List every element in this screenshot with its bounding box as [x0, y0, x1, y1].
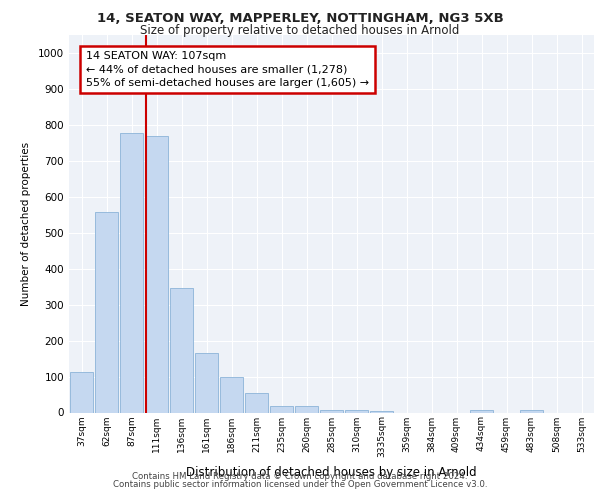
Bar	[70, 372, 93, 412]
Text: Contains HM Land Registry data © Crown copyright and database right 2024.: Contains HM Land Registry data © Crown c…	[132, 472, 468, 481]
Bar	[520, 410, 543, 412]
Text: Size of property relative to detached houses in Arnold: Size of property relative to detached ho…	[140, 24, 460, 37]
Text: 14, SEATON WAY, MAPPERLEY, NOTTINGHAM, NG3 5XB: 14, SEATON WAY, MAPPERLEY, NOTTINGHAM, N…	[97, 12, 503, 26]
Bar	[220, 378, 243, 412]
Bar	[295, 406, 318, 412]
Bar	[270, 406, 293, 412]
Bar	[195, 353, 218, 412]
Bar	[145, 136, 168, 412]
Bar	[120, 133, 143, 412]
Bar	[345, 410, 368, 412]
X-axis label: Distribution of detached houses by size in Arnold: Distribution of detached houses by size …	[186, 466, 477, 478]
Bar	[245, 392, 268, 412]
Text: Contains public sector information licensed under the Open Government Licence v3: Contains public sector information licen…	[113, 480, 487, 489]
Bar	[470, 410, 493, 412]
Y-axis label: Number of detached properties: Number of detached properties	[21, 142, 31, 306]
Bar	[170, 288, 193, 412]
Bar	[95, 212, 118, 412]
Bar	[320, 410, 343, 412]
Bar	[370, 410, 393, 412]
Text: 14 SEATON WAY: 107sqm
← 44% of detached houses are smaller (1,278)
55% of semi-d: 14 SEATON WAY: 107sqm ← 44% of detached …	[86, 51, 369, 88]
